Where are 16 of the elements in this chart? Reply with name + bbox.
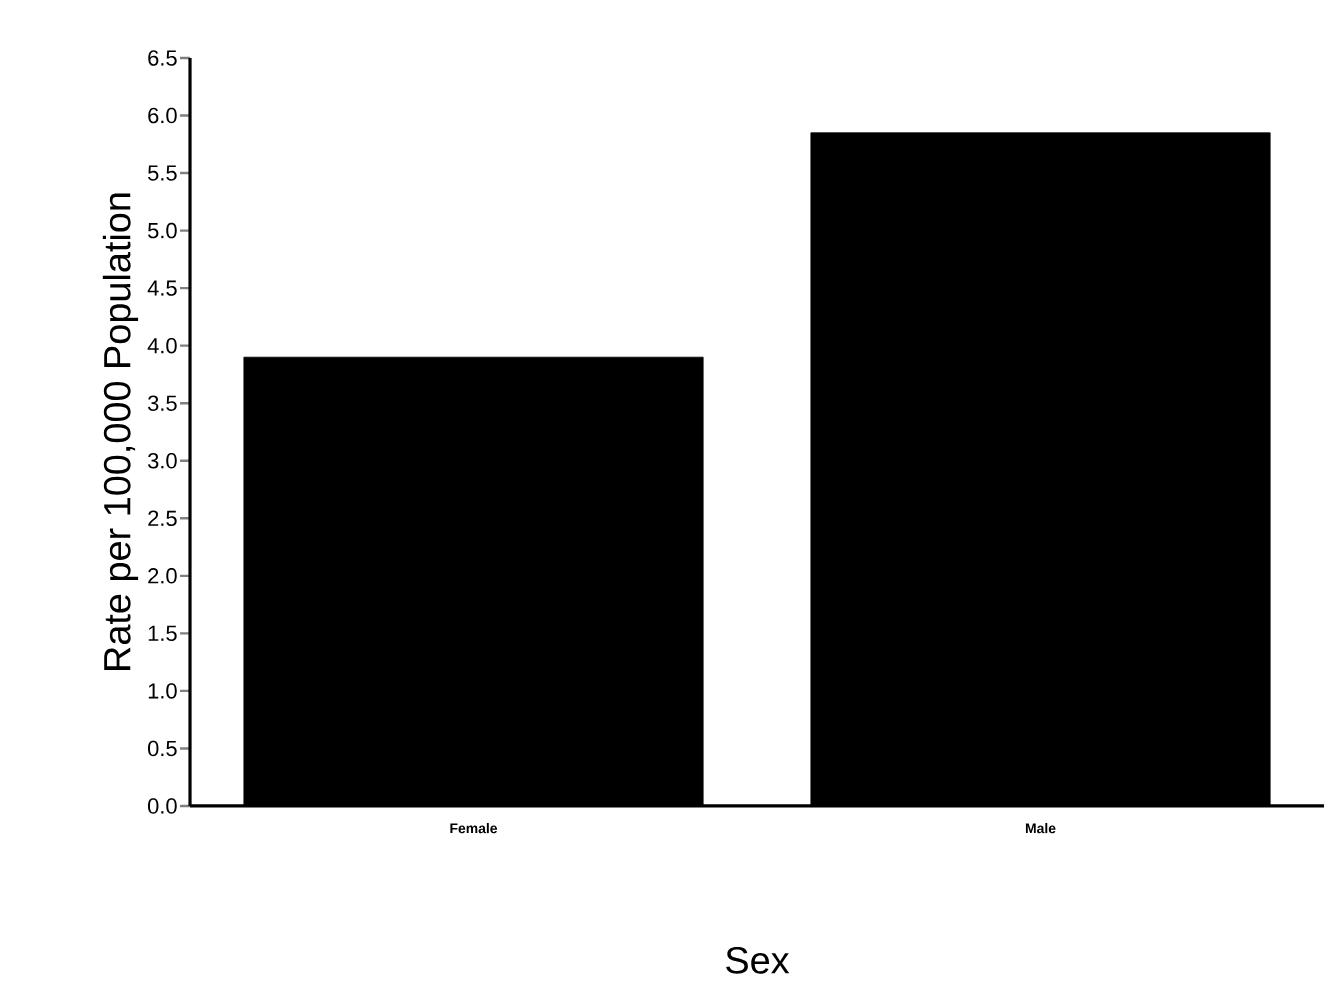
y-tick-label: 5.0 <box>148 222 177 239</box>
y-tick-label: 3.0 <box>147 453 177 469</box>
y-tick-label: 0.0 <box>147 798 177 814</box>
y-tick-label: 5.5 <box>148 165 177 181</box>
y-tick-label: 4.0 <box>147 337 177 354</box>
y-tick-label: 4.5 <box>147 280 177 296</box>
y-tick-label: 2.0 <box>148 568 177 584</box>
y-tick-label: 2.5 <box>148 510 177 527</box>
y-tick-label: 6.0 <box>148 107 177 124</box>
y-tick-label: 1.5 <box>148 625 177 642</box>
x-axis-title: Sex <box>726 946 790 974</box>
y-axis-title: Rate per 100,000 Population <box>102 193 139 670</box>
y-tick-label: 0.5 <box>147 740 177 757</box>
y-tick-label: 6.5 <box>148 50 177 66</box>
y-tick-label: 1.0 <box>148 683 177 699</box>
y-tick-label: 3.5 <box>147 395 177 411</box>
